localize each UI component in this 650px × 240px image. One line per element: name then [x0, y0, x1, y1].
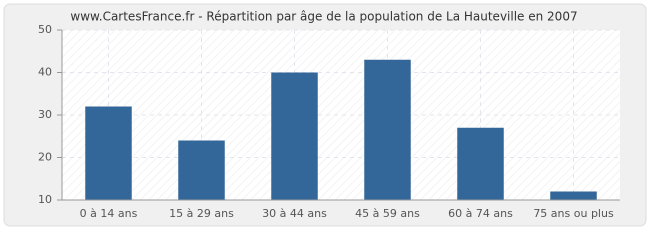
y-tick-label: 20 — [38, 151, 52, 164]
x-tick-label: 45 à 59 ans — [355, 207, 420, 220]
x-tick-label: 15 à 29 ans — [169, 207, 234, 220]
y-tick-label: 40 — [38, 66, 52, 79]
bar — [457, 127, 504, 200]
x-tick-label: 30 à 44 ans — [262, 207, 327, 220]
bar — [85, 106, 132, 200]
y-tick-label: 50 — [38, 23, 52, 36]
x-tick-label: 60 à 74 ans — [448, 207, 513, 220]
y-tick-label: 30 — [38, 108, 52, 121]
bar — [271, 72, 318, 200]
x-tick-label: 0 à 14 ans — [80, 207, 138, 220]
x-tick-label: 75 ans ou plus — [533, 207, 614, 220]
y-tick-label: 10 — [38, 193, 52, 206]
chart: www.CartesFrance.fr - Répartition par âg… — [3, 3, 647, 227]
bar — [178, 140, 225, 200]
bar — [364, 59, 411, 200]
chart-title: www.CartesFrance.fr - Répartition par âg… — [70, 10, 577, 24]
bar — [550, 191, 597, 200]
